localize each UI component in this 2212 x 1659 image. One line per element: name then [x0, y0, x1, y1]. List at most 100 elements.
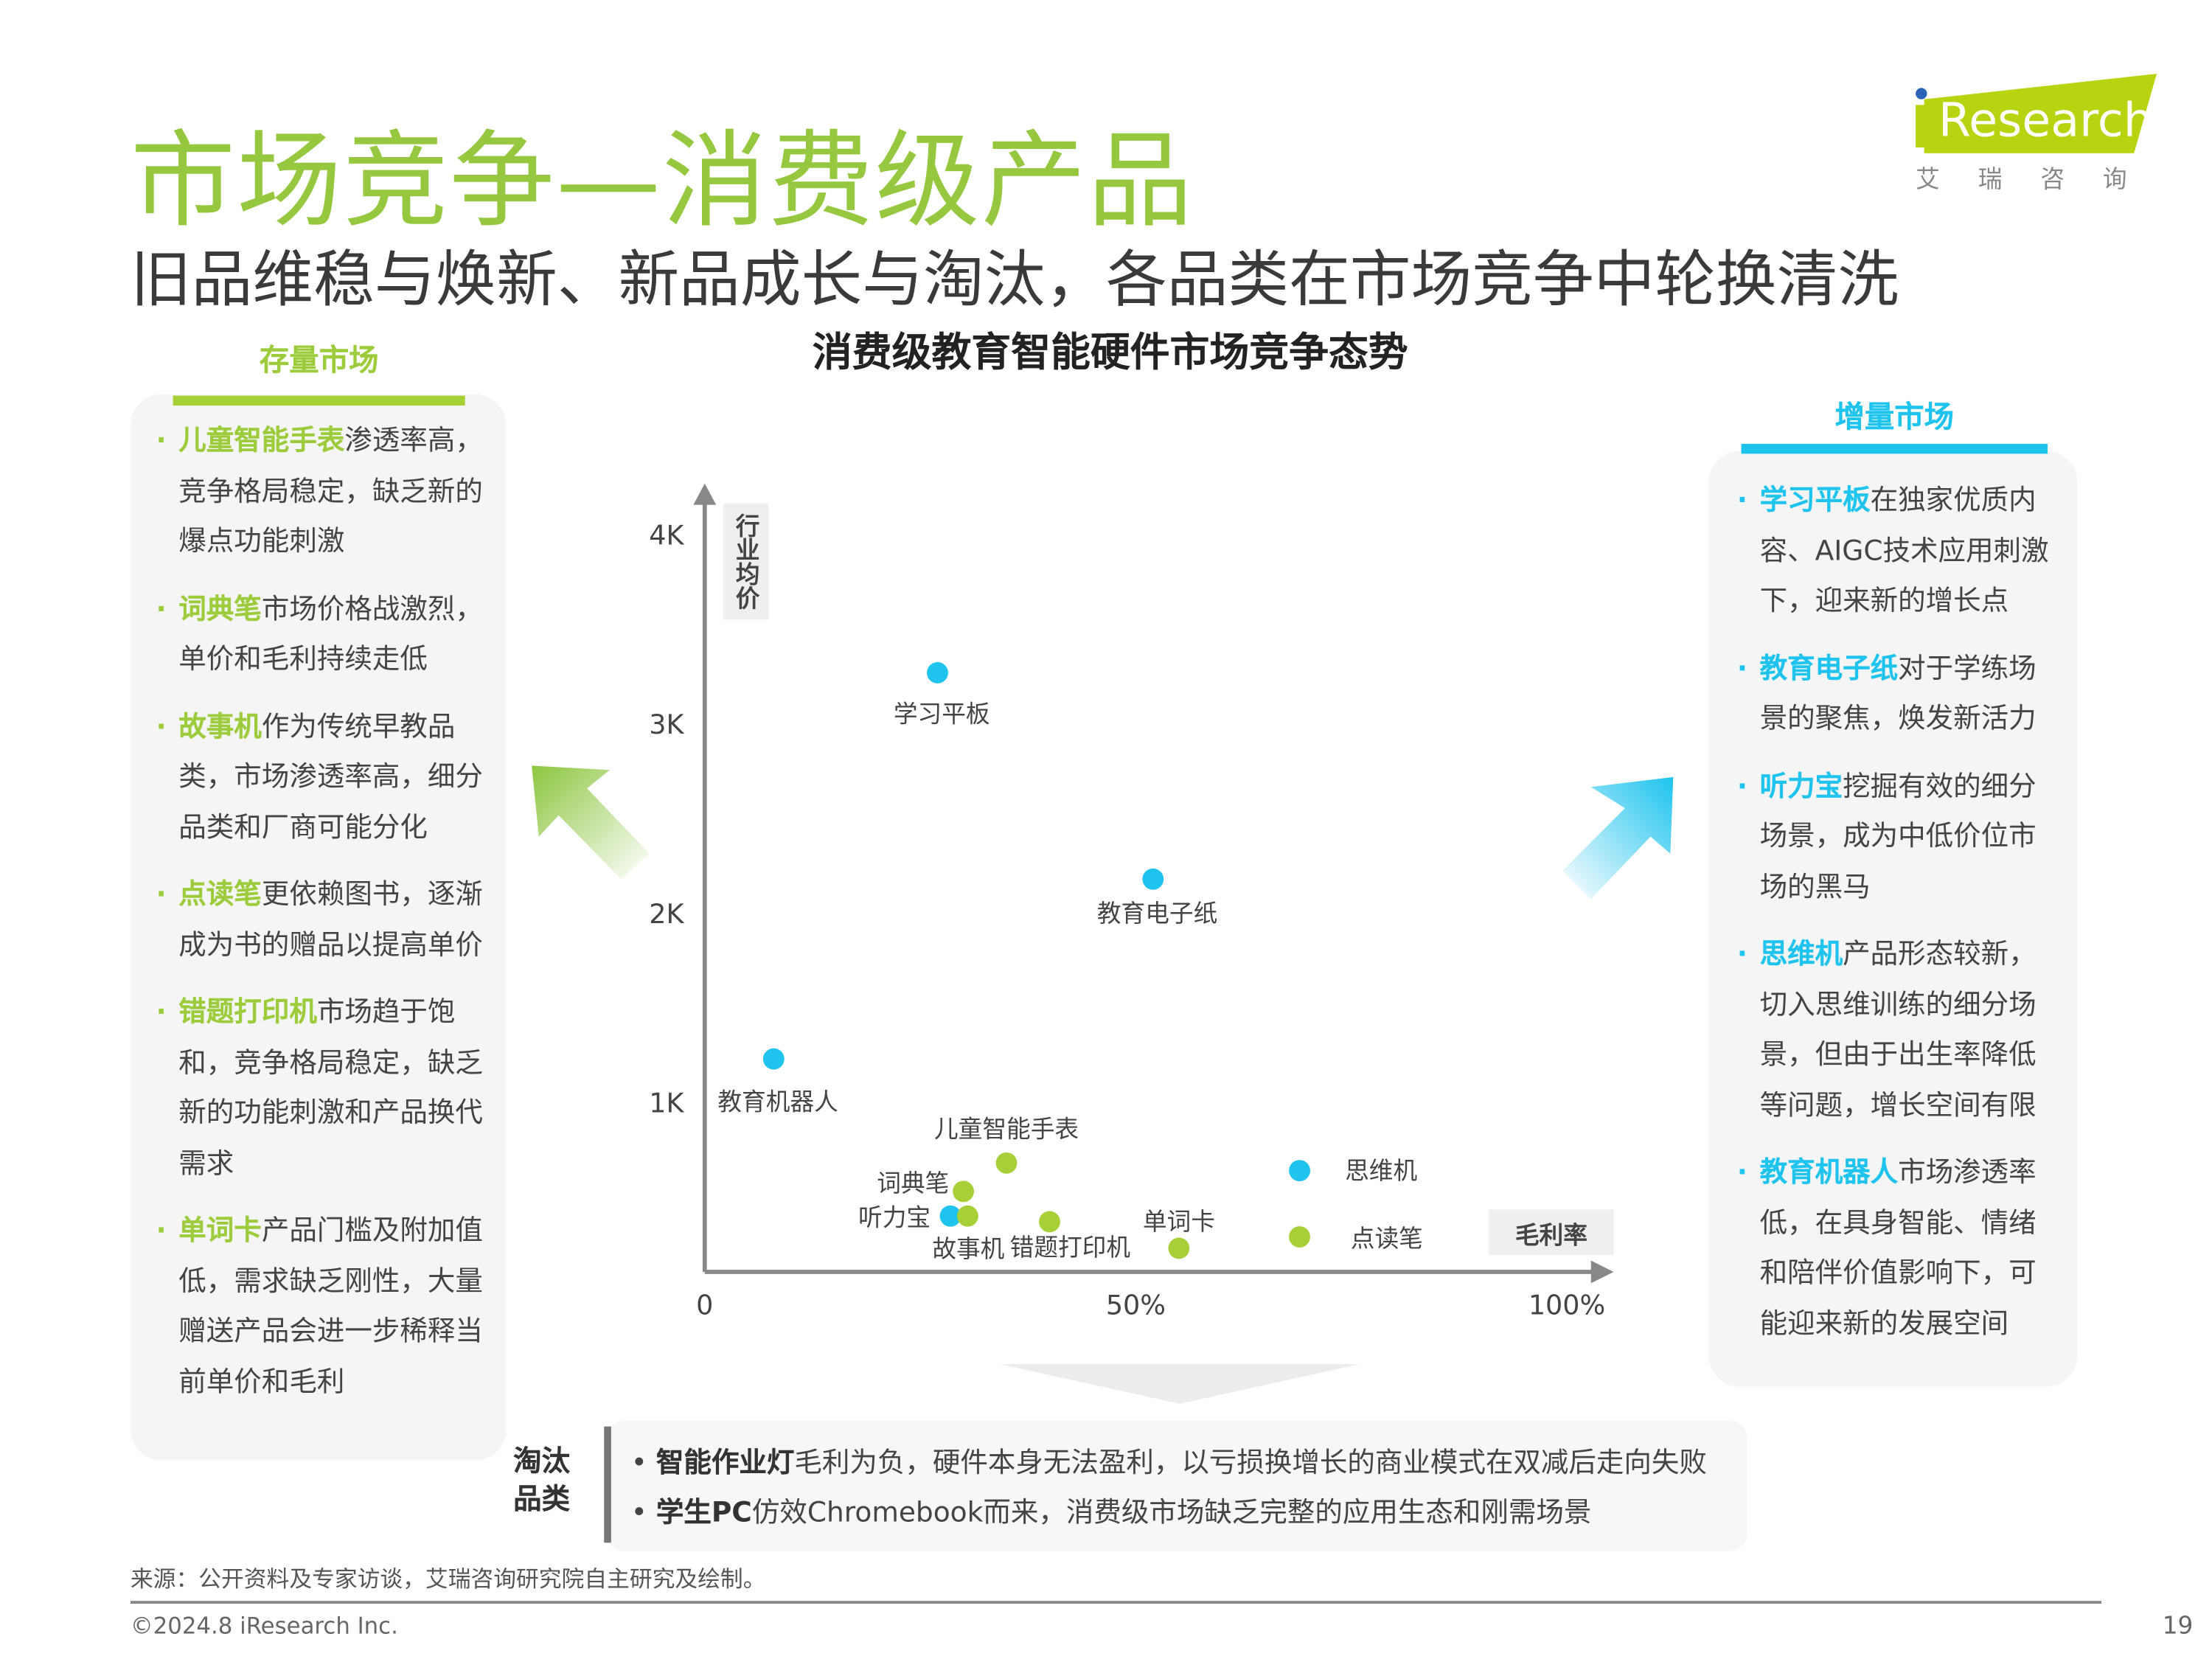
data-label: 学习平板 [894, 700, 990, 728]
svg-text:艾瑞咨询: 艾瑞咨询 [1916, 165, 2163, 193]
x-axis-label: 毛利率 [1515, 1222, 1587, 1250]
item-keyword: 听力宝 [1759, 769, 1843, 802]
item-keyword: 词典笔 [178, 591, 262, 625]
data-point [995, 1152, 1018, 1174]
data-label: 思维机 [1345, 1157, 1417, 1185]
item-keyword: 教育机器人 [1759, 1155, 1899, 1189]
item-text: 毛利为负，硬件本身无法盈利，以亏损换增长的商业模式在双减后走向失败 [794, 1446, 1707, 1479]
y-tick-label: 2K [649, 898, 684, 930]
item-keyword: 学生PC [655, 1495, 752, 1529]
heading-underline [173, 395, 465, 406]
stock-market-list: · 儿童智能手表渗透率高，竞争格局稳定，缺乏新的爆点功能刺激 · 词典笔市场价格战激烈… [156, 415, 497, 1423]
data-point [956, 1205, 978, 1227]
data-label: 教育机器人 [717, 1088, 838, 1116]
item-text: 对于学练场景的聚焦，焕发新活力 [1759, 651, 2037, 735]
eliminated-list: • 智能作业灯毛利为负，硬件本身无法盈利，以亏损换增长的商业模式在双减后走向失败… [631, 1438, 1707, 1537]
data-point [927, 662, 948, 684]
divider [604, 1426, 611, 1543]
footer-divider [130, 1601, 2102, 1604]
data-label: 教育电子纸 [1097, 900, 1217, 928]
incremental-market-panel [1708, 451, 2078, 1387]
item-text: 在独家优质内容、AIGC技术应用刺激下，迎来新的增长点 [1759, 483, 2049, 617]
data-label: 单词卡 [1143, 1208, 1215, 1236]
eliminated-panel [607, 1420, 1747, 1551]
list-item: · 错题打印机市场趋于饱和，竞争格局稳定，缺乏新的功能刺激和产品换代需求 [156, 987, 497, 1188]
item-keyword: 思维机 [1759, 937, 1843, 970]
item-keyword: 点读笔 [178, 877, 262, 911]
item-keyword: 故事机 [178, 709, 262, 742]
y-tick-label: 4K [649, 519, 684, 551]
x-tick-label: 0 [696, 1290, 713, 1321]
y-axis-label-bg [723, 503, 769, 620]
list-item: · 听力宝挖掘有效的细分场景，成为中低价位市场的黑马 [1737, 761, 2056, 912]
data-point [939, 1205, 961, 1227]
svg-text:Research: Research [1938, 93, 2153, 147]
blue-arrow-icon [1562, 776, 1674, 900]
bullet-icon: · [156, 877, 167, 911]
item-keyword: 智能作业灯 [655, 1446, 795, 1479]
x-axis-arrow [1590, 1260, 1614, 1284]
item-keyword: 错题打印机 [178, 995, 317, 1029]
y-axis-label: 行业均价 [732, 513, 760, 610]
incremental-market-heading: 增量市场 [1834, 400, 1955, 434]
item-keyword: 学习平板 [1759, 483, 1871, 517]
item-text: 市场趋于饱和，竞争格局稳定，缺乏新的功能刺激和产品换代需求 [178, 995, 483, 1180]
x-tick-label: 100% [1528, 1290, 1605, 1321]
data-label: 点读笔 [1351, 1225, 1423, 1253]
item-text: 产品门槛及附加值低，需求缺乏刚性，大量赠送产品会进一步稀释当前单价和毛利 [178, 1214, 483, 1398]
bullet-icon: · [156, 591, 167, 625]
page-title: 市场竞争—消费级产品 [130, 120, 1194, 243]
list-item: · 学习平板在独家优质内容、AIGC技术应用刺激下，迎来新的增长点 [1737, 475, 2056, 626]
iresearch-logo: Research 艾瑞咨询 [1916, 74, 2163, 193]
data-point [1168, 1237, 1190, 1259]
y-tick-label: 1K [649, 1088, 684, 1119]
data-point [1039, 1211, 1060, 1233]
bullet-icon: • [630, 1495, 656, 1529]
page-number: 19 [2162, 1612, 2194, 1641]
item-text: 更依赖图书，逐渐成为书的赠品以提高单价 [178, 877, 483, 961]
incremental-market-list: · 学习平板在独家优质内容、AIGC技术应用刺激下，迎来新的增长点 · 教育电子纸对于… [1737, 475, 2056, 1366]
stock-market-heading: 存量市场 [259, 343, 379, 378]
item-keyword: 儿童智能手表 [178, 424, 345, 457]
list-item: · 词典笔市场价格战激烈，单价和毛利持续走低 [156, 583, 497, 684]
stock-market-panel [130, 394, 507, 1461]
list-item: · 点读笔更依赖图书，逐渐成为书的赠品以提高单价 [156, 869, 497, 970]
data-point [762, 1048, 785, 1070]
data-point [1289, 1226, 1310, 1248]
heading-underline [1741, 443, 2048, 454]
bullet-icon: · [156, 995, 167, 1029]
list-item: · 教育机器人市场渗透率低，在具身智能、情绪和陪伴价值影响下，可能迎来新的发展空间 [1737, 1147, 2056, 1349]
item-text: 作为传统早教品类，市场渗透率高，细分品类和厂商可能分化 [178, 709, 483, 844]
item-text: 产品形态较新，切入思维训练的细分场景，但由于出生率降低等问题，增长空间有限 [1759, 937, 2037, 1121]
data-label: 词典笔 [877, 1169, 949, 1197]
data-label: 错题打印机 [1010, 1234, 1130, 1262]
item-text: 渗透率高，竞争格局稳定，缺乏新的爆点功能刺激 [178, 424, 483, 557]
data-label: 故事机 [932, 1235, 1004, 1263]
data-label: 听力宝 [858, 1204, 931, 1232]
bullet-icon: · [1736, 483, 1748, 517]
bullet-icon: · [1736, 651, 1748, 684]
bullet-icon: · [1736, 937, 1748, 970]
copyright: ©2024.8 iResearch Inc. [130, 1612, 398, 1640]
y-axis-arrow [693, 483, 717, 505]
item-text: 市场价格战激烈，单价和毛利持续走低 [178, 591, 483, 675]
green-arrow-icon [532, 765, 650, 880]
list-item: · 单词卡产品门槛及附加值低，需求缺乏刚性，大量赠送产品会进一步稀释当前单价和毛利 [156, 1206, 497, 1407]
list-item: • 学生PC仿效Chromebook而来，消费级市场缺乏完整的应用生态和刚需场景 [631, 1487, 1707, 1537]
eliminated-label: 淘汰品类 [513, 1443, 571, 1516]
bullet-icon: · [156, 709, 167, 742]
list-item: • 智能作业灯毛利为负，硬件本身无法盈利，以亏损换增长的商业模式在双减后走向失败 [631, 1438, 1707, 1487]
source-note: 来源：公开资料及专家访谈，艾瑞咨询研究院自主研究及绘制。 [130, 1565, 766, 1593]
item-keyword: 教育电子纸 [1759, 651, 1899, 684]
list-item: · 儿童智能手表渗透率高，竞争格局稳定，缺乏新的爆点功能刺激 [156, 415, 497, 566]
down-arrow-icon [999, 1364, 1360, 1404]
item-keyword: 单词卡 [178, 1214, 262, 1247]
bullet-icon: · [156, 1214, 167, 1247]
data-point [1289, 1160, 1310, 1182]
item-text: 挖掘有效的细分场景，成为中低价位市场的黑马 [1759, 769, 2037, 903]
x-tick-label: 50% [1106, 1290, 1166, 1321]
data-point [953, 1180, 974, 1203]
list-item: · 教育电子纸对于学练场景的聚焦，焕发新活力 [1737, 643, 2056, 744]
